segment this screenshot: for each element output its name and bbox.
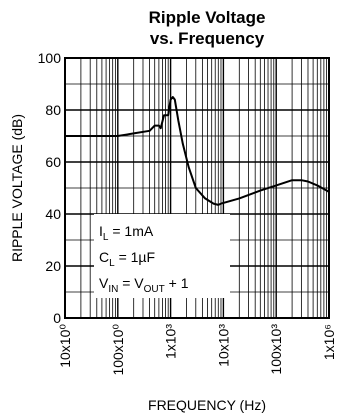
y-tick-label: 0	[53, 310, 61, 326]
y-tick-label: 80	[45, 102, 61, 118]
ripple-curve	[65, 96, 330, 206]
x-axis-label: FREQUENCY (Hz)	[148, 397, 266, 413]
chart-title: Ripple Voltage	[149, 8, 266, 27]
chart-subtitle: vs. Frequency	[150, 29, 265, 48]
x-tick-label: 1x10³	[163, 324, 179, 359]
x-tick-label: 100x10³	[268, 324, 284, 375]
annotation-load-current: IL = 1mA	[99, 223, 154, 243]
y-tick-label: 20	[45, 258, 61, 274]
x-tick-label: 10x10⁰	[57, 324, 73, 368]
y-tick-label: 100	[38, 50, 62, 66]
annotation-input-voltage: VIN = VOUT + 1	[99, 275, 189, 295]
x-tick-labels: 10x10⁰ 100x10⁰ 1x10³ 10x10³ 100x10³ 1x10⁶	[57, 324, 337, 376]
annotation-box	[94, 214, 230, 298]
x-tick-label: 1x10⁶	[321, 324, 337, 360]
plot-frame	[64, 57, 330, 319]
annotation-load-capacitance: CL = 1µF	[99, 249, 155, 269]
y-tick-label: 40	[45, 206, 61, 222]
y-tick-labels: 0 20 40 60 80 100	[38, 50, 62, 326]
x-tick-label: 10x10³	[215, 324, 231, 367]
x-tick-label: 100x10⁰	[110, 324, 126, 376]
y-tick-label: 60	[45, 154, 61, 170]
y-axis-label: RIPPLE VOLTAGE (dB)	[9, 114, 25, 262]
